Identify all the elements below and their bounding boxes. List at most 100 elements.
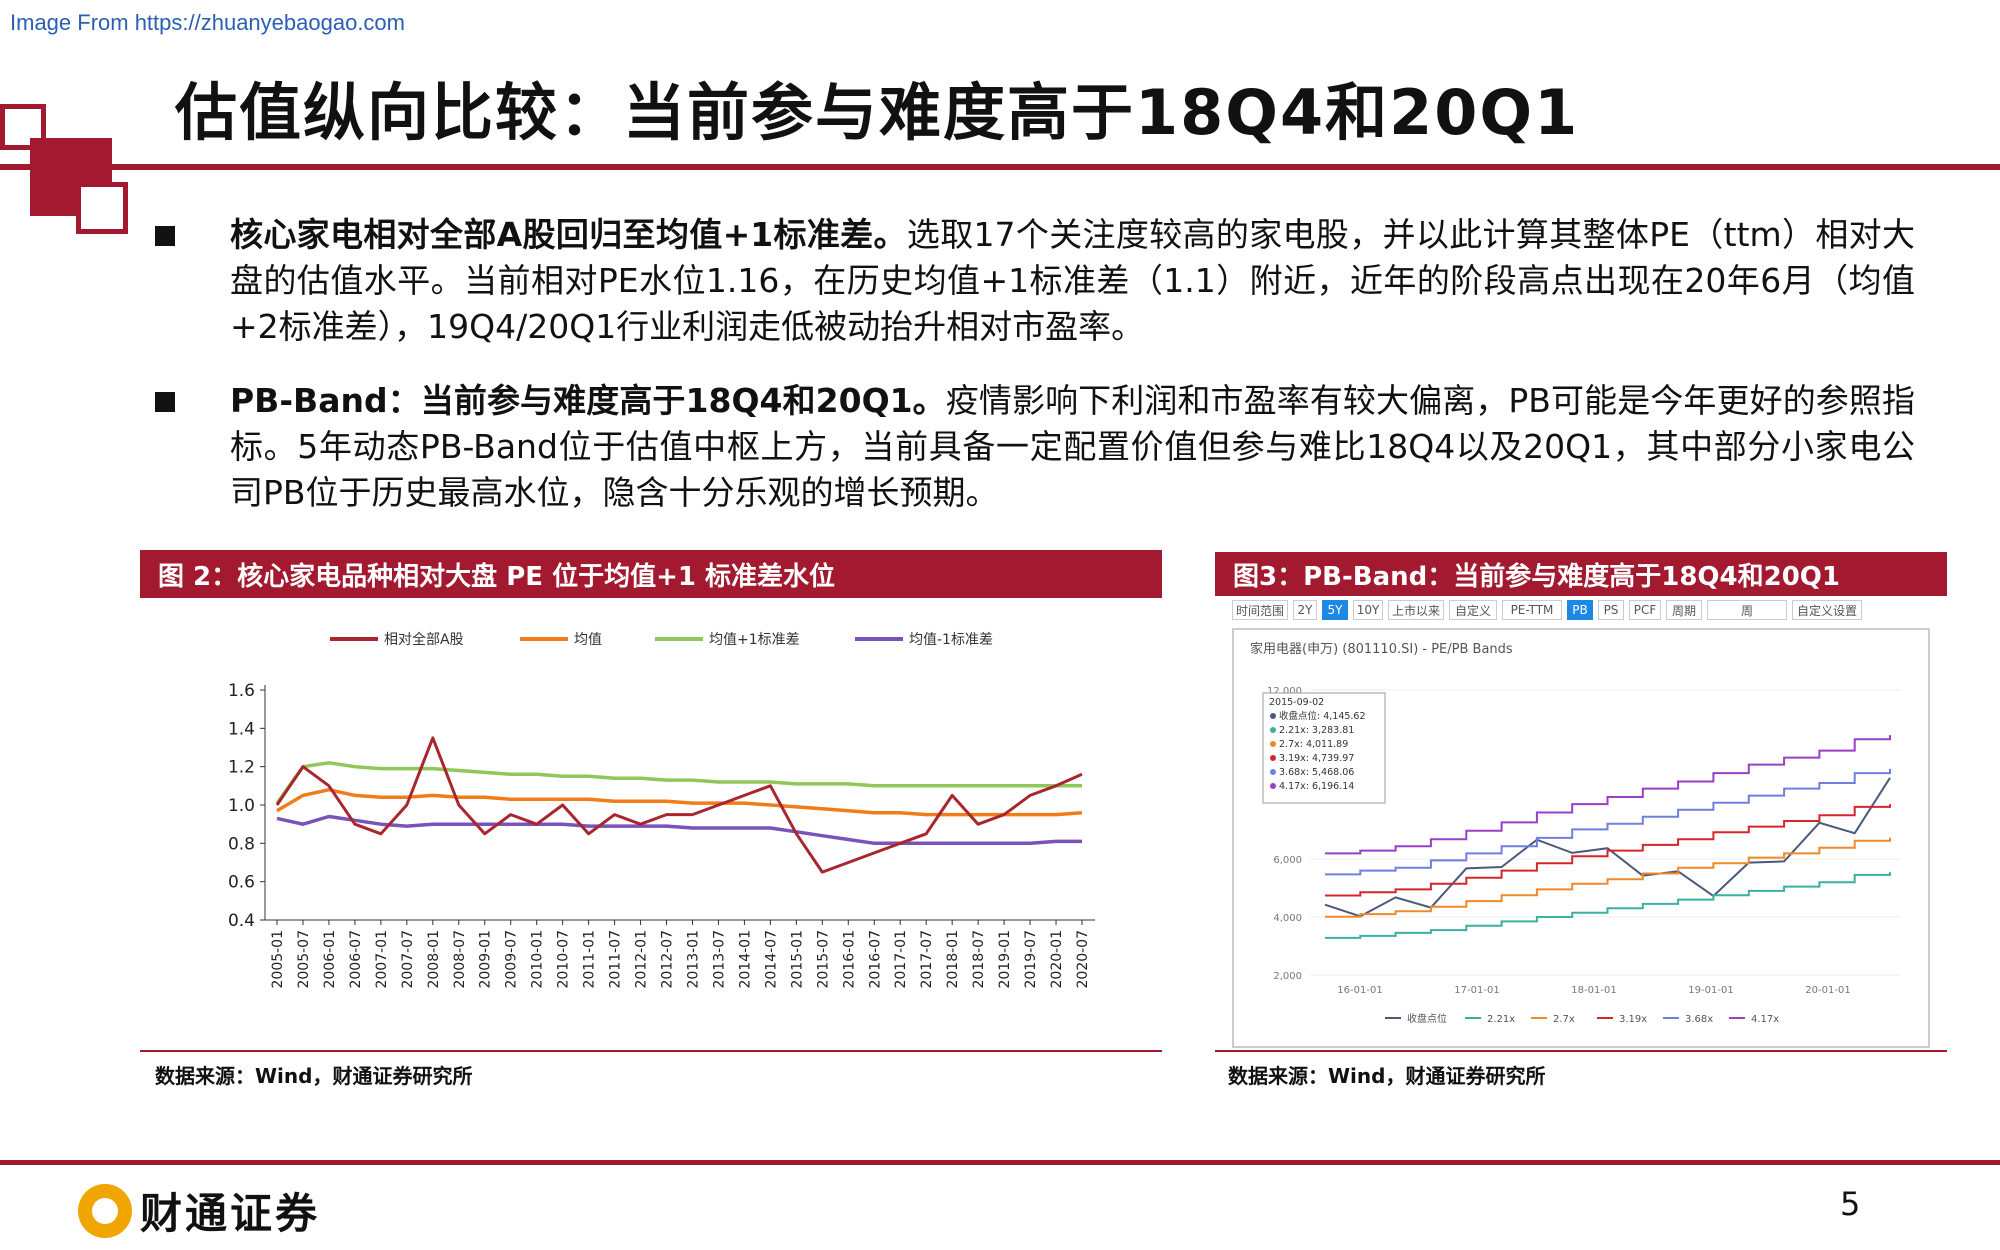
figure-2-source: 数据来源：Wind，财通证券研究所 (155, 1064, 473, 1088)
title-decoration-outline (0, 104, 46, 150)
x-tick-label: 2006-07 (348, 930, 364, 989)
tooltip-dot (1270, 713, 1276, 719)
figure-2 (130, 535, 1175, 1100)
x-tick-label: 2005-07 (296, 930, 312, 989)
figure-2-chart: 相对全部A股 均值 均值+1标准差 均值-1标准差 1.6 1.4 1.2 1.0 0.8 0.6… (228, 631, 1095, 989)
x-tick-label: 2014-07 (763, 930, 779, 989)
bullet-square-icon (155, 392, 175, 412)
y-tick-label: 1.4 (228, 719, 255, 739)
figure-3-header: 图3：PB-Band：当前参与难度高于18Q4和20Q1 (1215, 552, 1947, 596)
company-logo: 财通证券 (78, 1180, 320, 1241)
tooltip-dot (1270, 755, 1276, 761)
figure-3-panel-title: 家用电器(申万) (801110.SI) - PE/PB Bands (1250, 642, 1513, 657)
tooltip-line: 2.7x: 4,011.89 (1279, 739, 1348, 750)
x-tick-label: 2007-07 (400, 930, 416, 989)
y-tick-label: 0.4 (228, 911, 255, 931)
x-tick-label: 2016-01 (841, 930, 857, 989)
bullet-1-heading: 核心家电相对全部A股回归至均值+1标准差。 (230, 215, 907, 254)
toolbar-button-10[interactable]: 周期 (1666, 600, 1702, 620)
legend-label-4: 3.68x (1685, 1014, 1713, 1025)
x-tick-label: 2017-07 (919, 930, 935, 989)
company-name: 财通证券 (140, 1189, 321, 1238)
toolbar-button-6[interactable]: PE-TTM (1502, 600, 1562, 620)
watermark-url[interactable]: Image From https://zhuanyebaogao.com (10, 10, 405, 35)
legend-label-3: 3.19x (1619, 1014, 1647, 1025)
y-tick-label: 0.8 (228, 834, 255, 854)
x-tick-label: 2007-01 (374, 930, 390, 989)
x-tick-label: 2012-07 (660, 930, 676, 989)
y-tick-label: 2,000 (1273, 971, 1302, 982)
toolbar-button-2[interactable]: 5Y (1322, 600, 1348, 620)
company-logo-icon (78, 1183, 132, 1238)
tooltip-line: 3.68x: 5,468.06 (1279, 767, 1354, 778)
x-tick-label: 2010-07 (556, 930, 572, 989)
toolbar-button-11[interactable]: 周 (1707, 600, 1787, 620)
bullet-1-text: 选取17个关注度较高的家电股，并以此计算其整体PE（ttm）相对大盘的估值水平。… (230, 215, 1916, 346)
x-tick-label: 2005-01 (270, 930, 286, 989)
toolbar-button-0[interactable]: 时间范围 (1232, 600, 1288, 620)
figure-3-source-divider (1215, 1050, 1947, 1052)
tooltip-dot (1270, 741, 1276, 747)
series-line-0 (275, 736, 1083, 874)
x-tick-label: 2010-01 (530, 930, 546, 989)
bullet-2-text: 疫情影响下利润和市盈率有较大偏离，PB可能是今年更好的参照指标。5年动态PB-B… (230, 381, 1915, 512)
tooltip-line: 收盘点位: 4,145.62 (1279, 710, 1366, 722)
bullet-1: 核心家电相对全部A股回归至均值+1标准差。选取17个关注度较高的家电股，并以此计… (155, 212, 1915, 350)
tooltip-dot (1270, 783, 1276, 789)
figure-3-panel (1232, 628, 1930, 1048)
x-tick-label: 2018-07 (971, 930, 987, 989)
band-line-1 (1325, 872, 1891, 939)
bullet-2: PB-Band：当前参与难度高于18Q4和20Q1。疫情影响下利润和市盈率有较大… (155, 378, 1915, 516)
tooltip-line: 2.21x: 3,283.81 (1279, 725, 1354, 736)
y-tick-label: 1.6 (228, 681, 255, 701)
x-tick-label: 2011-01 (582, 930, 598, 989)
toolbar-button-8[interactable]: PS (1598, 600, 1624, 620)
x-tick-label: 2014-01 (737, 930, 753, 989)
figure-3-chart: 12,000 6,000 4,000 2,000 16-01-01 17-01-01 18-… (1262, 686, 1900, 1025)
y-tick-label: 1.0 (228, 796, 255, 816)
x-tick-label: 19-01-01 (1688, 985, 1733, 996)
x-tick-label: 17-01-01 (1454, 985, 1499, 996)
toolbar-button-7[interactable]: PB (1567, 600, 1593, 620)
y-tick-label: 0.6 (228, 873, 255, 893)
x-tick-label: 20-01-01 (1805, 985, 1850, 996)
y-tick-label: 1.2 (228, 758, 255, 778)
figure-2-header: 图 2：核心家电品种相对大盘 PE 位于均值+1 标准差水位 (140, 550, 1162, 598)
legend-label-2: 2.7x (1553, 1014, 1575, 1025)
toolbar-button-5[interactable]: 自定义 (1449, 600, 1497, 620)
tooltip-dot (1270, 727, 1276, 733)
toolbar-button-1[interactable]: 2Y (1293, 600, 1317, 620)
toolbar-button-9[interactable]: PCF (1629, 600, 1661, 620)
y-tick-label: 12,000 (1267, 686, 1302, 697)
x-tick-label: 2015-01 (789, 930, 805, 989)
band-line-0 (1324, 777, 1891, 918)
x-tick-label: 2019-07 (1023, 930, 1039, 989)
x-tick-label: 2013-07 (711, 930, 727, 989)
footer-divider (0, 1160, 2000, 1165)
x-tick-label: 2019-01 (997, 930, 1013, 989)
legend-label-1: 2.21x (1487, 1014, 1515, 1025)
tooltip-box (1262, 692, 1386, 804)
band-line-4 (1325, 768, 1891, 876)
toolbar-button-4[interactable]: 上市以来 (1388, 600, 1444, 620)
x-tick-label: 2020-07 (1075, 930, 1091, 989)
x-tick-label: 2009-01 (478, 930, 494, 989)
x-tick-label: 2006-01 (322, 930, 338, 989)
toolbar-button-3[interactable]: 10Y (1353, 600, 1383, 620)
band-line-2 (1325, 837, 1891, 918)
x-tick-label: 2015-07 (815, 930, 831, 989)
band-line-5 (1325, 735, 1891, 855)
x-tick-label: 2011-07 (608, 930, 624, 989)
toolbar-button-12[interactable]: 自定义设置 (1792, 600, 1862, 620)
x-tick-label: 2012-01 (634, 930, 650, 989)
tooltip-line: 2015-09-02 (1269, 697, 1324, 708)
y-tick-label: 4,000 (1273, 913, 1302, 924)
x-tick-label: 2020-01 (1049, 930, 1065, 989)
legend-label-5: 4.17x (1751, 1014, 1779, 1025)
series-line-1 (276, 787, 1083, 817)
legend-label-3: 均值-1标准差 (909, 632, 993, 648)
x-tick-label: 2009-07 (504, 930, 520, 989)
x-tick-label: 2017-01 (893, 930, 909, 989)
legend-label-1: 均值 (574, 632, 602, 648)
page-number: 5 (1840, 1185, 1861, 1223)
